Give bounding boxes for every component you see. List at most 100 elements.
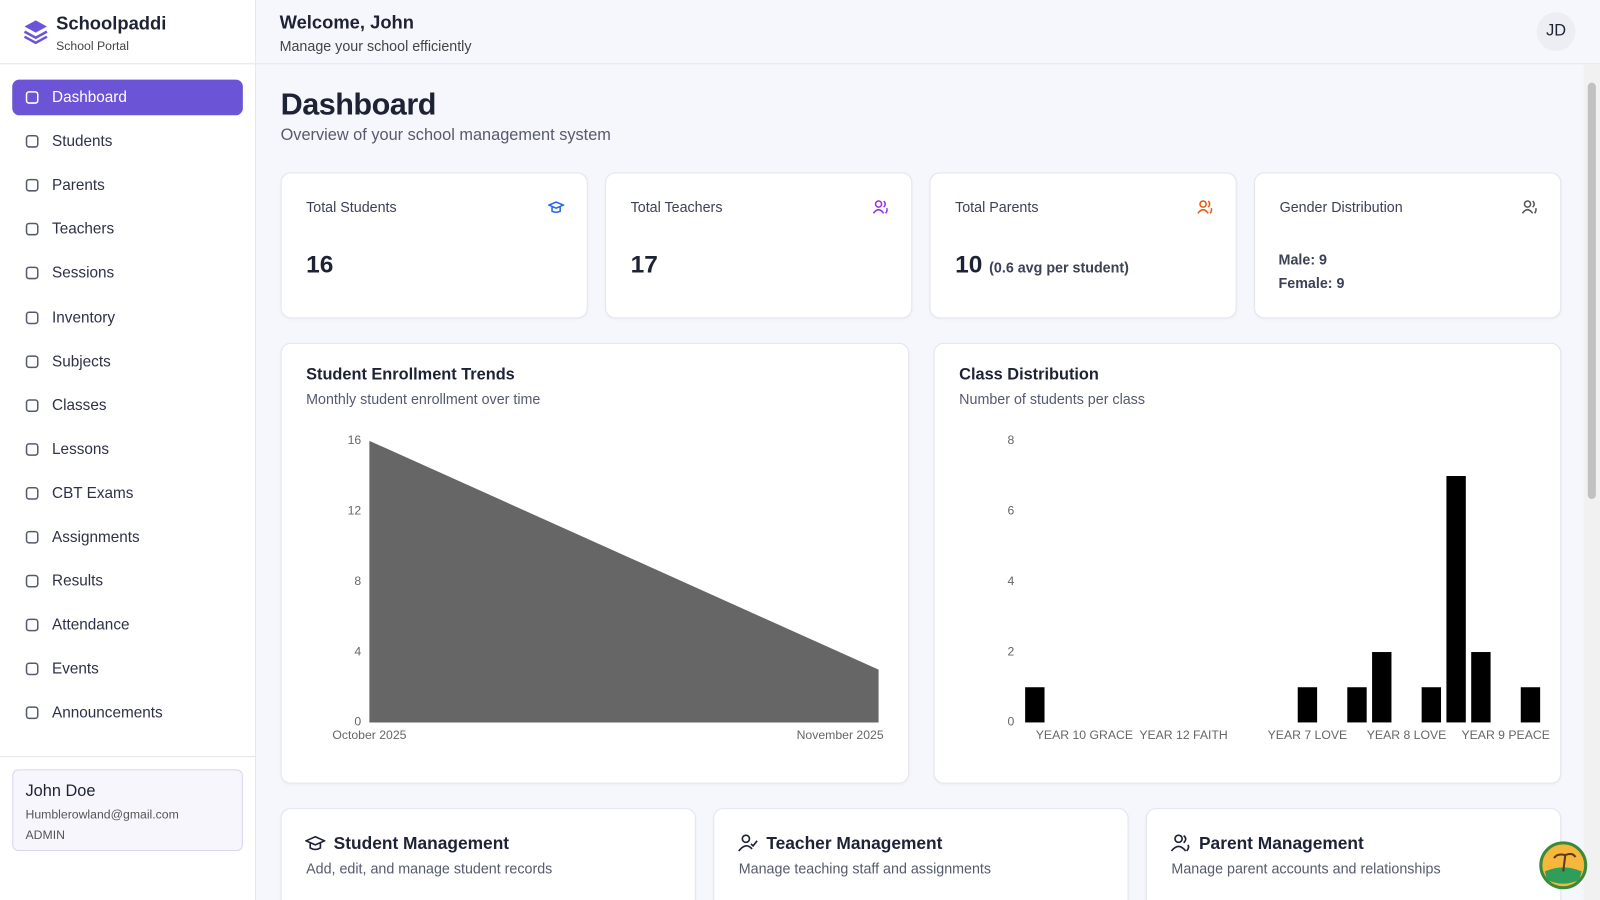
nav-item[interactable]: Attendance [12, 607, 243, 643]
nav-icon [25, 135, 39, 148]
nav-item[interactable]: Dashboard [12, 79, 243, 116]
nav-label: Students [52, 132, 113, 151]
scroll-thumb[interactable] [1587, 82, 1596, 499]
module-icon [738, 834, 758, 852]
nav-item[interactable]: Subjects [12, 343, 243, 379]
nav-icon [25, 398, 39, 412]
nav-icon [25, 310, 39, 324]
stat-label: Gender Distribution [1279, 198, 1403, 216]
nav-label: Lessons [52, 440, 110, 458]
nav-icon [25, 618, 39, 632]
nav-item[interactable]: Sessions [12, 255, 243, 291]
nav-label: Results [52, 572, 104, 590]
divider [0, 756, 256, 758]
user-name: John Doe [25, 782, 96, 800]
nav-label: Subjects [52, 352, 111, 370]
stat-icon [1521, 200, 1537, 214]
chart-card: Student Enrollment Trends Monthly studen… [280, 342, 910, 784]
nav-icon [25, 354, 39, 368]
stat-value: 10 (0.6 avg per student) [955, 251, 1129, 280]
nav-label: Announcements [52, 704, 163, 722]
module-icon [305, 835, 326, 851]
nav-label: Teachers [52, 220, 115, 239]
module-subtitle: Manage parent accounts and relationships [1171, 860, 1441, 877]
chart-title: Class Distribution [959, 366, 1099, 384]
nav-item[interactable]: Assignments [12, 519, 243, 555]
nav-label: Parents [52, 176, 105, 195]
nav-item[interactable]: Events [12, 651, 243, 687]
assistant-button[interactable] [1539, 841, 1588, 890]
user-role: ADMIN [25, 827, 65, 842]
module-card[interactable]: Student Management Add, edit, and manage… [280, 808, 696, 900]
welcome-subtitle: Manage your school efficiently [279, 37, 472, 55]
nav-label: Events [52, 660, 99, 678]
topbar: Welcome, John Manage your school efficie… [256, 0, 1600, 65]
stat-value: 17 [630, 251, 658, 279]
nav-icon [25, 662, 39, 676]
nav-item[interactable]: Teachers [12, 212, 243, 248]
brand-subtitle: School Portal [56, 38, 129, 54]
stat-card: Total Parents 10 (0.6 avg per student) [929, 172, 1237, 319]
nav-icon [25, 530, 39, 544]
stat-card: Total Teachers 17 [605, 172, 913, 319]
stat-value: 16 [306, 251, 334, 279]
nav-label: CBT Exams [52, 484, 134, 502]
module-subtitle: Add, edit, and manage student records [306, 860, 553, 877]
chart-card: Class Distribution Number of students pe… [933, 342, 1562, 784]
stat-label: Total Teachers [630, 198, 723, 216]
nav-icon [25, 91, 39, 104]
nav-label: Classes [52, 396, 107, 414]
welcome: Welcome, John [279, 12, 414, 33]
nav-item[interactable]: Inventory [12, 299, 243, 335]
avatar[interactable]: JD [1536, 12, 1576, 52]
brand-title: Schoolpaddi [56, 13, 167, 34]
page-title: Dashboard [280, 87, 437, 122]
nav-icon [25, 179, 39, 192]
user-card[interactable]: John Doe Humblerowland@gmail.com ADMIN [12, 769, 243, 852]
stat-icon [1197, 200, 1213, 214]
nav-icon [25, 706, 39, 720]
nav-label: Attendance [52, 616, 130, 634]
sidebar: Schoolpaddi School Portal Dashboard Stude… [0, 0, 257, 900]
nav-item[interactable]: Results [12, 563, 243, 599]
nav-icon [25, 574, 39, 588]
nav-item[interactable]: Classes [12, 387, 243, 423]
nav-item[interactable]: Announcements [12, 695, 243, 731]
logo [23, 20, 48, 45]
user-email: Humblerowland@gmail.com [25, 807, 179, 822]
gender-female: Female: 9 [1278, 274, 1345, 291]
nav-item[interactable]: Students [12, 124, 243, 160]
chart-title: Student Enrollment Trends [306, 366, 515, 384]
module-card[interactable]: Teacher Management Manage teaching staff… [713, 808, 1129, 900]
stat-note: (0.6 avg per student) [989, 259, 1129, 276]
divider [0, 63, 256, 65]
nav-label: Dashboard [52, 88, 127, 107]
module-card[interactable]: Parent Management Manage parent accounts… [1145, 808, 1562, 900]
stat-card: Total Students 16 [280, 172, 588, 319]
module-title: Teacher Management [766, 833, 943, 854]
nav-item[interactable]: CBT Exams [12, 475, 243, 511]
stat-card: Gender Distribution Male: 9 Female: 9 [1254, 172, 1562, 319]
stat-number: 10 [955, 251, 983, 279]
module-title: Student Management [333, 833, 510, 854]
page-subtitle: Overview of your school management syste… [280, 126, 611, 144]
nav-icon [25, 266, 39, 280]
nav-item[interactable]: Lessons [12, 431, 243, 467]
nav-label: Sessions [52, 264, 115, 283]
stat-icon [547, 201, 565, 214]
nav-icon [25, 442, 39, 456]
chart-subtitle: Monthly student enrollment over time [306, 390, 541, 408]
module-title: Parent Management [1198, 833, 1364, 854]
nav-label: Assignments [52, 528, 140, 546]
nav-icon [25, 223, 39, 236]
nav-item[interactable]: Parents [12, 168, 243, 204]
gender-male: Male: 9 [1278, 251, 1327, 268]
nav-label: Inventory [52, 308, 116, 327]
scrollbar[interactable] [1583, 64, 1600, 900]
module-subtitle: Manage teaching staff and assignments [738, 860, 992, 877]
stat-label: Total Parents [955, 198, 1039, 216]
stat-icon [872, 200, 888, 214]
stat-label: Total Students [306, 198, 397, 216]
